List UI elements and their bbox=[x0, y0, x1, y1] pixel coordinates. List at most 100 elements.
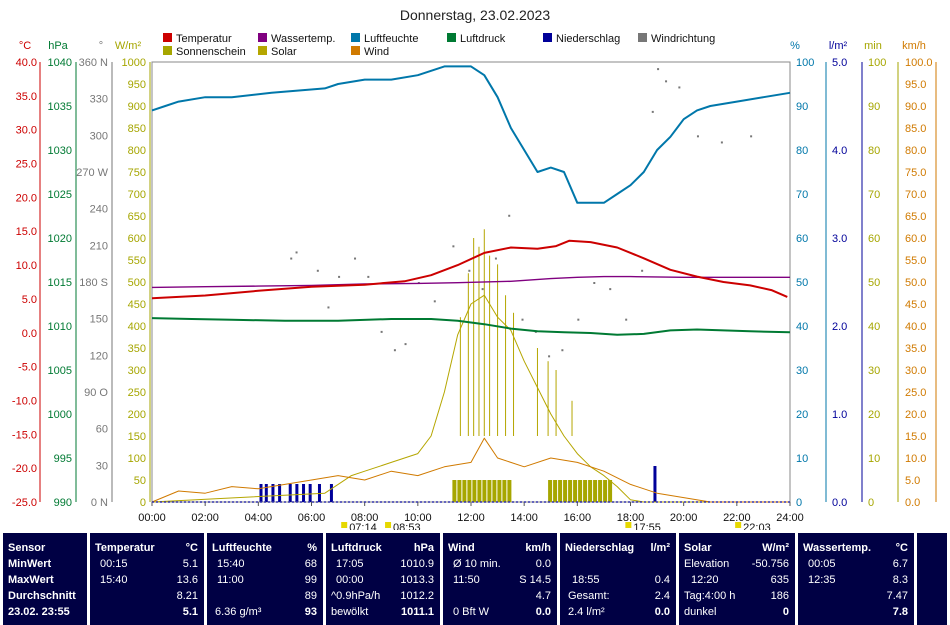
tick-label-wind: 55.0 bbox=[905, 255, 926, 267]
rain-bar bbox=[653, 466, 657, 502]
x-tick-label: 02:00 bbox=[191, 512, 219, 524]
tick-label-wind: 85.0 bbox=[905, 123, 926, 135]
temperature-max: 13.6 bbox=[176, 574, 198, 586]
tick-label-rain: 1.0 bbox=[832, 409, 847, 421]
x-tick-label: 16:00 bbox=[564, 512, 592, 524]
tick-label-wind_dir: 150 bbox=[90, 314, 108, 326]
sunshine-bar bbox=[593, 480, 598, 502]
humidity-line bbox=[151, 65, 791, 204]
tick-label-wind: 50.0 bbox=[905, 277, 926, 289]
rain-max-time: 18:55 bbox=[572, 574, 600, 586]
tick-label-sunshine: 0 bbox=[868, 497, 874, 509]
humidity-current: 93 bbox=[304, 606, 317, 618]
wind-dir-point bbox=[665, 80, 668, 83]
legend-swatch bbox=[163, 46, 172, 55]
sunshine-bar bbox=[457, 480, 462, 502]
event-label: 17:55 bbox=[633, 522, 661, 530]
tick-label-sunshine: 10 bbox=[868, 453, 880, 465]
tick-label-solar: 350 bbox=[128, 343, 146, 355]
tick-label-solar: 0 bbox=[140, 497, 146, 509]
rain-bar bbox=[308, 484, 312, 502]
tick-label-wind_dir: 360 N bbox=[79, 57, 108, 69]
tick-label-pressure: 1015 bbox=[48, 277, 72, 289]
tick-label-pressure: 990 bbox=[54, 497, 72, 509]
event-marker bbox=[385, 522, 392, 528]
tick-label-wind_dir: 330 bbox=[90, 94, 108, 106]
row-label-max: MaxWert bbox=[8, 574, 54, 586]
humidity-box: Luftfeuchte % 15:40 68 11:00 99 89 6.36 … bbox=[207, 533, 323, 625]
tick-label-solar: 550 bbox=[128, 255, 146, 267]
water-temp-max-time: 12:35 bbox=[808, 574, 836, 586]
sunshine-bar bbox=[583, 480, 588, 502]
wind-box: Wind km/h Ø 10 min. 0.0 11:50 S 14.5 4.7… bbox=[443, 533, 557, 625]
wind-max-time: 11:50 bbox=[453, 574, 480, 586]
pressure-box: Luftdruck hPa 17:05 1010.9 00:00 1013.3 … bbox=[326, 533, 440, 625]
water-temp-box: Wassertemp. °C 00:05 6.7 12:35 8.3 7.47 … bbox=[798, 533, 914, 625]
x-tick-label: 00:00 bbox=[138, 512, 166, 524]
tick-label-solar: 900 bbox=[128, 101, 146, 113]
sunshine-bar bbox=[563, 480, 568, 502]
legend-swatch bbox=[351, 46, 360, 55]
wind-dir-point bbox=[577, 318, 580, 321]
tick-label-wind_dir: 60 bbox=[96, 424, 108, 436]
temperature-min-time: 00:15 bbox=[100, 558, 128, 570]
axis-unit-rain: l/m² bbox=[829, 40, 848, 52]
tick-label-humidity: 10 bbox=[796, 453, 808, 465]
legend-label: Sonnenschein bbox=[176, 46, 246, 58]
sunshine-bar bbox=[472, 480, 477, 502]
pressure-min-time: 17:05 bbox=[336, 558, 364, 570]
wind-dir-point bbox=[393, 349, 396, 352]
wind-dir-point bbox=[593, 282, 596, 284]
chart-title: Donnerstag, 23.02.2023 bbox=[400, 7, 550, 23]
humidity-max-time: 11:00 bbox=[217, 574, 244, 586]
tick-label-temperature: 35.0 bbox=[16, 91, 37, 103]
axis-unit-temperature: °C bbox=[19, 40, 31, 52]
wind-header: Wind bbox=[448, 542, 475, 554]
wind-dir-point bbox=[561, 349, 564, 352]
rain-rate: 2.4 l/m² bbox=[568, 606, 605, 618]
tick-label-rain: 5.0 bbox=[832, 57, 847, 69]
tick-label-pressure: 1035 bbox=[48, 101, 72, 113]
tick-label-temperature: -10.0 bbox=[12, 395, 37, 407]
wind-current: 0.0 bbox=[535, 606, 551, 618]
legend-label: Wind bbox=[364, 46, 389, 58]
tick-label-temperature: 0.0 bbox=[22, 328, 37, 340]
axes: 40.0 35.0 30.0 25.0 20.0 15.0 10.0 5.0 0.0 -5.0 -1… bbox=[12, 40, 937, 530]
legend-label: Luftdruck bbox=[460, 33, 506, 45]
tick-label-temperature: 30.0 bbox=[16, 125, 37, 137]
tick-label-solar: 450 bbox=[128, 299, 146, 311]
tick-label-humidity: 40 bbox=[796, 321, 808, 333]
temperature-current: 5.1 bbox=[182, 606, 198, 618]
rain-bar bbox=[288, 484, 292, 502]
wind-dir-point bbox=[508, 214, 511, 217]
solar-elevation-label: Elevation bbox=[684, 558, 730, 570]
rain-unit: l/m² bbox=[650, 542, 670, 554]
tick-label-sunshine: 50 bbox=[868, 277, 880, 289]
sunshine-bar bbox=[462, 480, 467, 502]
tick-label-humidity: 30 bbox=[796, 365, 808, 377]
tick-label-wind: 100.0 bbox=[905, 57, 933, 69]
pressure-avg: 1012.2 bbox=[400, 590, 434, 602]
temperature-header: Temperatur bbox=[95, 542, 155, 554]
event-marker bbox=[341, 522, 348, 528]
tick-label-humidity: 50 bbox=[796, 277, 808, 289]
tick-label-temperature: 20.0 bbox=[16, 192, 37, 204]
sunshine-bar bbox=[578, 480, 583, 502]
tick-label-pressure: 1040 bbox=[48, 57, 72, 69]
sunshine-bar bbox=[492, 480, 497, 502]
wind-dir-point bbox=[641, 269, 644, 272]
pressure-header: Luftdruck bbox=[331, 542, 382, 554]
axis-unit-wind: km/h bbox=[902, 40, 926, 52]
legend-swatch bbox=[638, 33, 647, 42]
sunshine-bar bbox=[568, 480, 573, 502]
axis-unit-pressure: hPa bbox=[48, 40, 68, 52]
tick-label-pressure: 1020 bbox=[48, 233, 72, 245]
tick-label-humidity: 20 bbox=[796, 409, 808, 421]
tick-label-solar: 950 bbox=[128, 79, 146, 91]
pressure-trend: ^0.9hPa/h bbox=[331, 590, 381, 602]
sensor-box: Sensor MinWert MaxWert Durchschnitt 23.0… bbox=[3, 533, 87, 625]
event-marker bbox=[735, 522, 742, 528]
tick-label-rain: 3.0 bbox=[832, 233, 847, 245]
tick-label-solar: 600 bbox=[128, 233, 146, 245]
tick-label-humidity: 70 bbox=[796, 189, 808, 201]
